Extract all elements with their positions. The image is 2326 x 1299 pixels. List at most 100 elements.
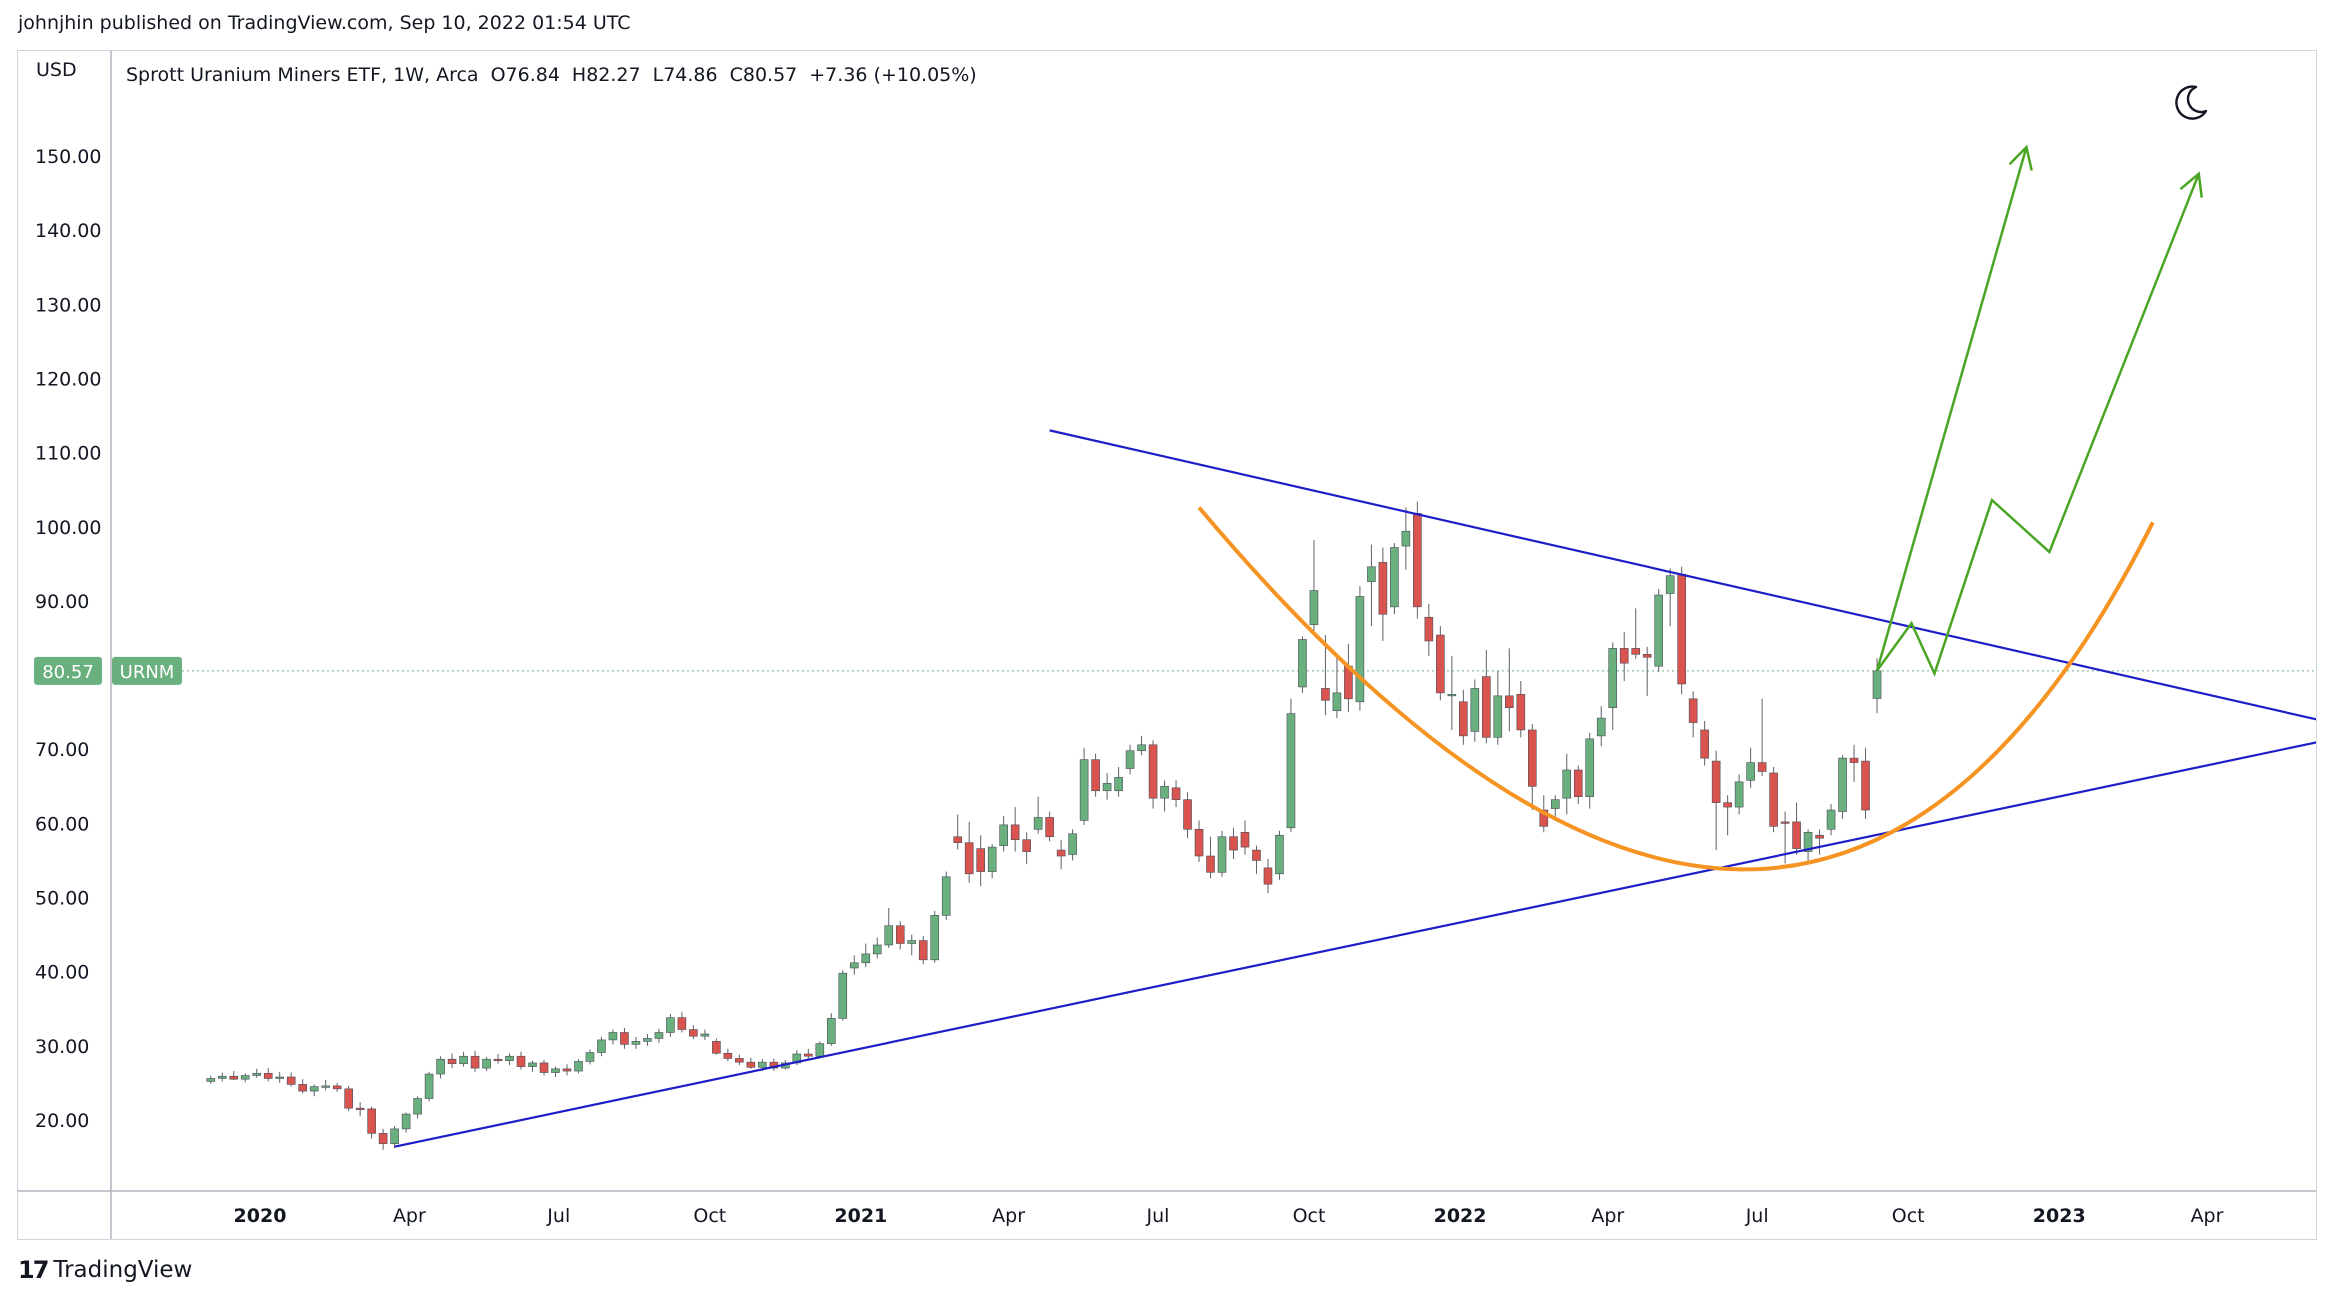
candle xyxy=(999,815,1008,852)
projection-arrow-2[interactable] xyxy=(1876,173,2200,678)
candle xyxy=(574,1059,583,1074)
candle xyxy=(1470,679,1480,742)
candle xyxy=(1401,507,1411,570)
candle xyxy=(930,910,940,963)
price-tick-label: 150.00 xyxy=(35,146,101,168)
candle xyxy=(907,934,917,956)
candle xyxy=(666,1013,675,1037)
price-tick-label: 50.00 xyxy=(35,888,89,910)
candle xyxy=(1803,829,1813,862)
tradingview-logo-icon: 17 xyxy=(18,1256,49,1284)
currency-label: USD xyxy=(36,59,77,81)
time-tick-label: 2020 xyxy=(234,1205,287,1227)
price-tick-label: 90.00 xyxy=(35,591,89,613)
candle xyxy=(1056,839,1066,870)
candle xyxy=(1275,830,1284,880)
candle xyxy=(1734,774,1744,815)
candle xyxy=(769,1058,779,1072)
candle xyxy=(895,921,905,950)
candle xyxy=(1861,747,1870,819)
candle xyxy=(1516,681,1526,738)
candle xyxy=(240,1073,250,1083)
candle xyxy=(953,814,963,850)
candle xyxy=(643,1033,652,1046)
candle xyxy=(1838,755,1847,819)
time-tick-label: Oct xyxy=(693,1205,726,1227)
candle xyxy=(390,1125,399,1149)
candle xyxy=(1596,706,1606,747)
candle xyxy=(436,1056,445,1079)
candle xyxy=(1332,657,1342,719)
candle xyxy=(585,1049,595,1065)
candle xyxy=(1206,836,1215,879)
legend: Sprott Uranium Miners ETF, 1W, Arca O76.8… xyxy=(126,64,977,86)
lower-trendline[interactable] xyxy=(394,738,2326,1148)
candle xyxy=(1746,747,1755,788)
price-tick-label: 130.00 xyxy=(35,294,101,316)
publisher-header: johnjhin published on TradingView.com, S… xyxy=(18,12,631,34)
price-tick-label: 30.00 xyxy=(35,1036,89,1058)
candle xyxy=(401,1112,411,1133)
candle xyxy=(1608,642,1618,730)
legend-change: +7.36 (+10.05%) xyxy=(809,64,976,86)
time-tick-label: Oct xyxy=(1892,1205,1925,1227)
candle xyxy=(332,1082,342,1092)
legend-low: L74.86 xyxy=(653,64,718,86)
candle xyxy=(1447,655,1457,730)
cup-arc[interactable] xyxy=(1197,506,2155,872)
candle xyxy=(1769,767,1778,833)
candle xyxy=(217,1072,227,1082)
time-tick-label: Apr xyxy=(2191,1205,2224,1227)
candle xyxy=(1493,670,1503,745)
candle xyxy=(344,1085,353,1112)
price-tick-label: 100.00 xyxy=(35,517,101,539)
candle xyxy=(298,1079,307,1094)
candle xyxy=(1252,845,1261,874)
candle xyxy=(1459,689,1468,745)
candle xyxy=(1160,780,1169,812)
time-tick-label: Apr xyxy=(1591,1205,1624,1227)
time-tick-label: 2023 xyxy=(2033,1205,2086,1227)
candle xyxy=(608,1029,618,1045)
candle xyxy=(1045,811,1054,842)
candle xyxy=(1194,820,1204,862)
chart-frame[interactable] xyxy=(17,50,2317,1240)
candle xyxy=(1654,589,1663,673)
candle xyxy=(1102,772,1112,800)
candle xyxy=(1321,635,1330,716)
time-tick-label: Jul xyxy=(1745,1205,1769,1227)
candle xyxy=(1217,830,1227,877)
drawing-layer[interactable] xyxy=(394,144,2326,1148)
price-axis[interactable]: 20.0030.0040.0050.0060.0070.0080.0090.00… xyxy=(35,146,101,1132)
upper-trendline[interactable] xyxy=(1049,429,2326,724)
candle xyxy=(849,955,859,975)
candle xyxy=(539,1059,549,1076)
candle xyxy=(252,1068,262,1078)
candle xyxy=(987,844,997,879)
candle xyxy=(1263,858,1273,894)
candle xyxy=(275,1071,284,1083)
moon-icon[interactable] xyxy=(2175,85,2208,120)
candle xyxy=(1413,501,1422,619)
candle xyxy=(746,1057,756,1069)
candle xyxy=(1148,740,1158,809)
candle xyxy=(1700,721,1709,766)
candle xyxy=(1091,753,1100,797)
candle xyxy=(424,1071,434,1102)
projection-arrow-1[interactable] xyxy=(1875,146,2028,671)
last-price-ticker: URNM xyxy=(120,662,175,683)
time-tick-label: 2022 xyxy=(1434,1205,1487,1227)
time-axis[interactable]: 2020 Apr Jul Oct 2021 Apr Jul Oct 2022 Apr Jul Oct 2… xyxy=(234,1205,2224,1227)
candle xyxy=(321,1079,330,1091)
candle xyxy=(1022,832,1031,865)
legend-title: Sprott Uranium Miners ETF, 1W, Arca xyxy=(126,64,479,86)
candle xyxy=(413,1096,422,1119)
tradingview-logo[interactable]: 17 TradingView xyxy=(18,1256,192,1284)
time-tick-label: 2021 xyxy=(834,1205,887,1227)
candle xyxy=(976,835,985,887)
candle xyxy=(677,1011,687,1033)
candle xyxy=(229,1071,239,1080)
candle xyxy=(872,937,882,959)
candle xyxy=(1378,547,1388,641)
